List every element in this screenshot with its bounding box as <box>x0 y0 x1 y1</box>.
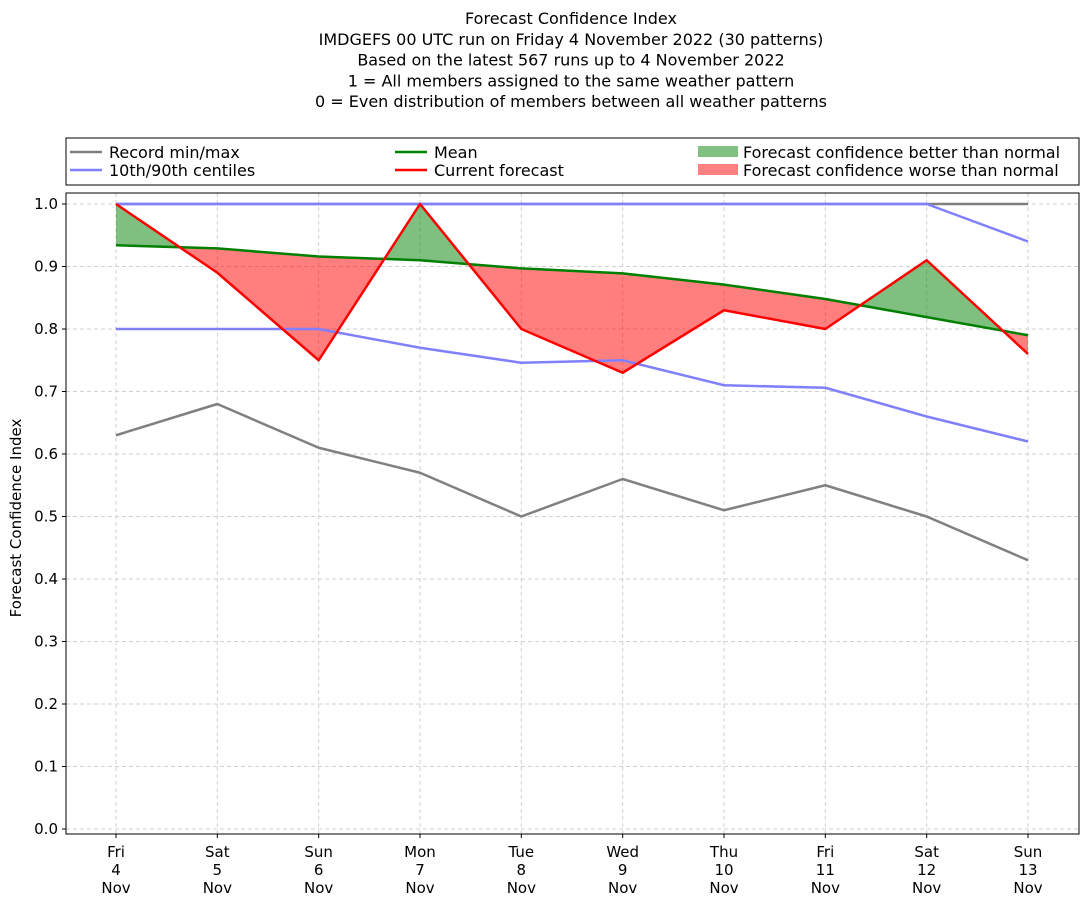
x-tick-label: 7 <box>415 861 425 879</box>
y-tick-label: 0.0 <box>34 820 58 838</box>
y-tick-label: 0.2 <box>34 695 58 713</box>
y-tick-label: 0.4 <box>34 570 58 588</box>
y-tick-label: 1.0 <box>34 195 58 213</box>
x-tick-label: Tue <box>508 843 535 861</box>
series-lines <box>115 202 1029 562</box>
y-tick-label: 0.6 <box>34 445 58 463</box>
fill-better <box>384 204 469 265</box>
x-tick-label: Nov <box>405 879 434 897</box>
confidence-fills <box>116 204 1028 373</box>
x-tick-label: Nov <box>101 879 130 897</box>
title-line-3: Based on the latest 567 runs up to 4 Nov… <box>357 51 784 70</box>
x-tick-label: Wed <box>606 843 639 861</box>
x-tick-label: 11 <box>816 861 835 879</box>
x-tick-label: Sun <box>1014 843 1043 861</box>
legend-label: Forecast confidence worse than normal <box>743 161 1059 180</box>
y-tick-label: 0.1 <box>34 758 58 776</box>
title-line-2: IMDGEFS 00 UTC run on Friday 4 November … <box>319 30 824 49</box>
x-tick-label: Sun <box>304 843 333 861</box>
series-line-record-min <box>115 402 1029 562</box>
x-tick-label: 12 <box>917 861 936 879</box>
y-axis-label: Forecast Confidence Index <box>7 419 25 618</box>
x-tick-label: Mon <box>404 843 436 861</box>
x-tick-label: 9 <box>618 861 628 879</box>
y-tick-label: 0.5 <box>34 508 58 526</box>
x-tick-label: Nov <box>709 879 738 897</box>
x-tick-label: 4 <box>111 861 121 879</box>
legend-label: Forecast confidence better than normal <box>743 143 1060 162</box>
y-tick-label: 0.3 <box>34 633 58 651</box>
legend-label: 10th/90th centiles <box>109 161 255 180</box>
x-tick-label: Nov <box>1013 879 1042 897</box>
x-tick-label: Nov <box>912 879 941 897</box>
chart-title: Forecast Confidence Index IMDGEFS 00 UTC … <box>315 9 827 111</box>
fill-worse <box>179 247 385 361</box>
series-line-p10 <box>116 327 1029 443</box>
legend-box <box>65 137 1080 186</box>
x-tick-label: Nov <box>304 879 333 897</box>
title-line-1: Forecast Confidence Index <box>465 9 677 28</box>
fill-worse <box>468 264 861 373</box>
legend-swatch-patch <box>698 164 738 175</box>
x-tick-label: 8 <box>517 861 527 879</box>
legend-label: Mean <box>434 143 478 162</box>
axes: 0.00.10.20.30.40.50.60.70.80.91.0Fri4Nov… <box>34 192 1080 897</box>
x-tick-label: Thu <box>709 843 738 861</box>
series-line-current <box>115 202 1029 374</box>
x-tick-label: Nov <box>507 879 536 897</box>
y-tick-label: 0.9 <box>34 258 58 276</box>
x-tick-label: 6 <box>314 861 324 879</box>
x-tick-label: 5 <box>213 861 223 879</box>
x-tick-label: Fri <box>107 843 125 861</box>
series-line-p90 <box>116 202 1029 243</box>
x-tick-label: Fri <box>816 843 834 861</box>
x-tick-label: Nov <box>608 879 637 897</box>
legend-label: Record min/max <box>109 143 240 162</box>
legend-label: Current forecast <box>434 161 564 180</box>
x-tick-label: Nov <box>203 879 232 897</box>
x-tick-label: 10 <box>714 861 733 879</box>
title-line-5: 0 = Even distribution of members between… <box>315 92 827 111</box>
x-tick-label: Nov <box>811 879 840 897</box>
plot-frame <box>65 192 1080 835</box>
x-tick-label: Sat <box>205 843 230 861</box>
fill-better <box>860 260 1003 331</box>
x-tick-label: Sat <box>914 843 939 861</box>
series-line-mean <box>115 244 1029 337</box>
legend-swatch-patch <box>698 146 738 157</box>
title-line-4: 1 = All members assigned to the same wea… <box>348 71 795 90</box>
y-tick-label: 0.8 <box>34 320 58 338</box>
x-tick-label: 13 <box>1018 861 1037 879</box>
y-tick-label: 0.7 <box>34 383 58 401</box>
